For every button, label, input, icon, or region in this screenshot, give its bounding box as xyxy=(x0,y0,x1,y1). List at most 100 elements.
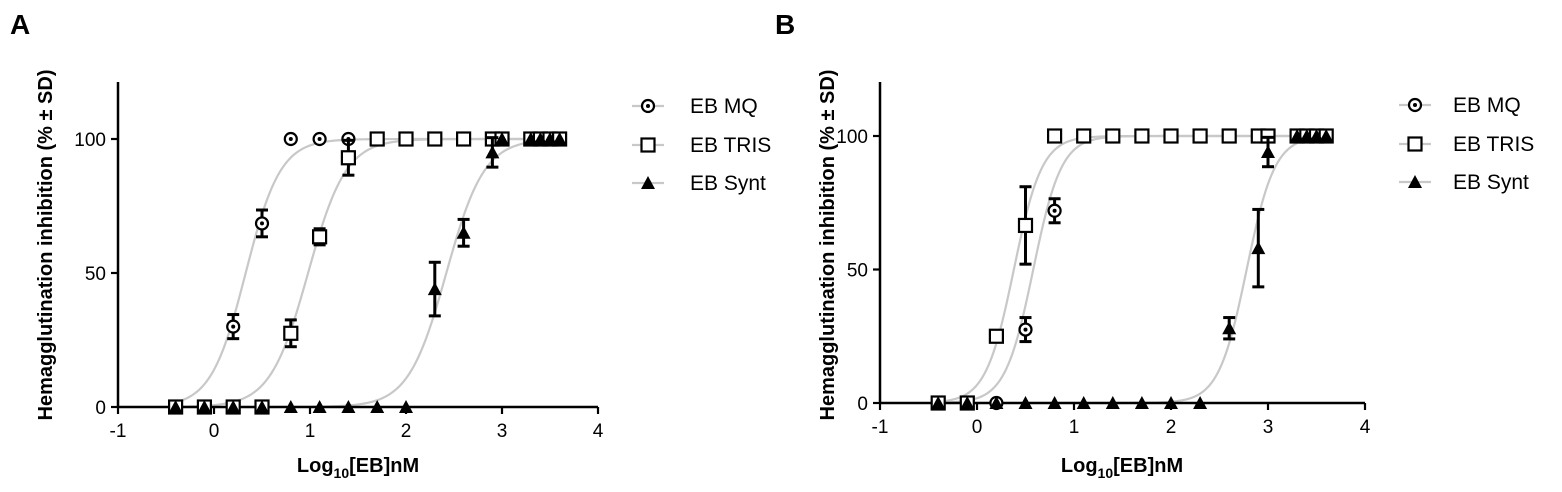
data-point xyxy=(427,131,443,147)
data-point xyxy=(989,396,1004,409)
y-tick-label: 50 xyxy=(85,264,106,285)
x-tick-label: 3 xyxy=(1263,417,1274,438)
data-point-dot xyxy=(260,221,264,226)
y-axis-title: Hemagglutination inhibition (% ± SD) xyxy=(817,70,839,421)
legend-label: EB TRIS xyxy=(690,134,771,157)
series-eb-synt xyxy=(168,132,567,413)
data-point xyxy=(1164,396,1178,409)
x-axis-title-log: Log xyxy=(1061,455,1098,477)
data-point-dot xyxy=(1023,327,1028,332)
legend-label: EB TRIS xyxy=(1453,133,1534,156)
fit-curve-eb-mq xyxy=(175,137,560,404)
x-tick-label: 0 xyxy=(209,421,220,442)
data-point xyxy=(1018,396,1033,409)
data-point-dot xyxy=(288,137,293,141)
data-point xyxy=(552,132,567,145)
panel-label: A xyxy=(10,9,30,40)
legend-marker xyxy=(1408,175,1422,188)
data-point xyxy=(1076,396,1091,409)
data-point xyxy=(197,400,212,413)
legend-entry-eb-tris: EB TRIS xyxy=(632,134,771,157)
legend-entry-eb-synt: EB Synt xyxy=(632,172,766,195)
data-point xyxy=(283,400,298,413)
y-axis-title: Hemagglutination inhibition (% ± SD) xyxy=(35,70,57,421)
data-point xyxy=(543,132,557,145)
data-point xyxy=(988,328,1005,344)
x-axis-title: Log10[EB]nM xyxy=(297,455,419,481)
data-point xyxy=(1251,241,1266,255)
data-point xyxy=(495,132,509,145)
x-axis-title-sub: 10 xyxy=(1098,465,1114,481)
legend-marker xyxy=(641,176,655,189)
series-eb-mq xyxy=(168,131,567,415)
data-point xyxy=(523,132,538,145)
fit-curve-eb-synt xyxy=(938,135,1327,405)
x-tick-label: 2 xyxy=(401,421,412,442)
data-point xyxy=(1134,396,1149,409)
data-point-dot xyxy=(317,137,322,141)
legend-entry-eb-synt: EB Synt xyxy=(1399,171,1529,194)
data-point xyxy=(960,396,975,409)
data-point xyxy=(456,225,471,239)
data-point xyxy=(341,400,356,413)
legend-label: EB Synt xyxy=(690,172,766,195)
fit-curve-eb-mq xyxy=(938,134,1327,404)
data-point xyxy=(1222,321,1237,335)
data-point xyxy=(1105,396,1120,409)
legend-label: EB MQ xyxy=(690,95,758,118)
data-point xyxy=(168,400,183,413)
data-point xyxy=(369,131,385,147)
data-point xyxy=(312,229,328,245)
data-point xyxy=(283,325,299,341)
data-point xyxy=(1290,129,1305,142)
fit-curve-eb-tris xyxy=(175,137,560,408)
data-point xyxy=(1299,129,1314,142)
data-point xyxy=(485,145,500,159)
data-point xyxy=(1134,128,1150,144)
x-tick-label: 1 xyxy=(1069,417,1080,438)
x-tick-label: 0 xyxy=(972,417,983,438)
data-point xyxy=(456,131,472,147)
x-axis-title-tail: [EB]nM xyxy=(1113,455,1183,477)
data-point xyxy=(255,400,269,413)
data-point xyxy=(312,400,327,413)
x-tick-label: 4 xyxy=(1360,417,1371,438)
panel-label: B xyxy=(775,9,795,40)
data-point xyxy=(1309,129,1324,142)
legend-marker xyxy=(1407,136,1423,152)
x-axis-title-tail: [EB]nM xyxy=(349,455,419,477)
legend-entry-eb-mq: EB MQ xyxy=(1399,94,1521,117)
fit-curve-eb-tris xyxy=(938,134,1327,403)
x-tick-label: -1 xyxy=(872,417,889,438)
fit-curve-eb-synt xyxy=(175,138,560,409)
data-point xyxy=(398,131,414,147)
data-point xyxy=(1319,129,1334,142)
data-point xyxy=(1221,128,1237,144)
legend-label: EB MQ xyxy=(1453,94,1521,117)
legend-marker-dot xyxy=(646,104,650,108)
series-eb-tris xyxy=(168,131,568,415)
data-point xyxy=(1261,145,1275,159)
x-tick-label: 3 xyxy=(497,421,508,442)
y-tick-label: 50 xyxy=(847,261,868,282)
y-tick-label: 0 xyxy=(95,398,106,419)
legend-marker-dot xyxy=(1413,103,1417,107)
data-point xyxy=(1076,128,1092,144)
data-point xyxy=(1192,128,1208,144)
y-tick-label: 0 xyxy=(857,394,868,415)
x-tick-label: 2 xyxy=(1166,417,1177,438)
legend-entry-eb-mq: EB MQ xyxy=(632,95,758,118)
data-point xyxy=(1046,128,1063,144)
data-point xyxy=(370,400,385,413)
y-tick-label: 100 xyxy=(74,130,106,151)
data-point-dot xyxy=(231,324,236,329)
data-point xyxy=(427,282,442,296)
x-axis-title-sub: 10 xyxy=(334,465,350,481)
x-axis-title-log: Log xyxy=(297,455,334,477)
data-point-dot xyxy=(1052,208,1057,213)
data-point xyxy=(1163,128,1179,144)
legend-entry-eb-tris: EB TRIS xyxy=(1399,133,1534,156)
